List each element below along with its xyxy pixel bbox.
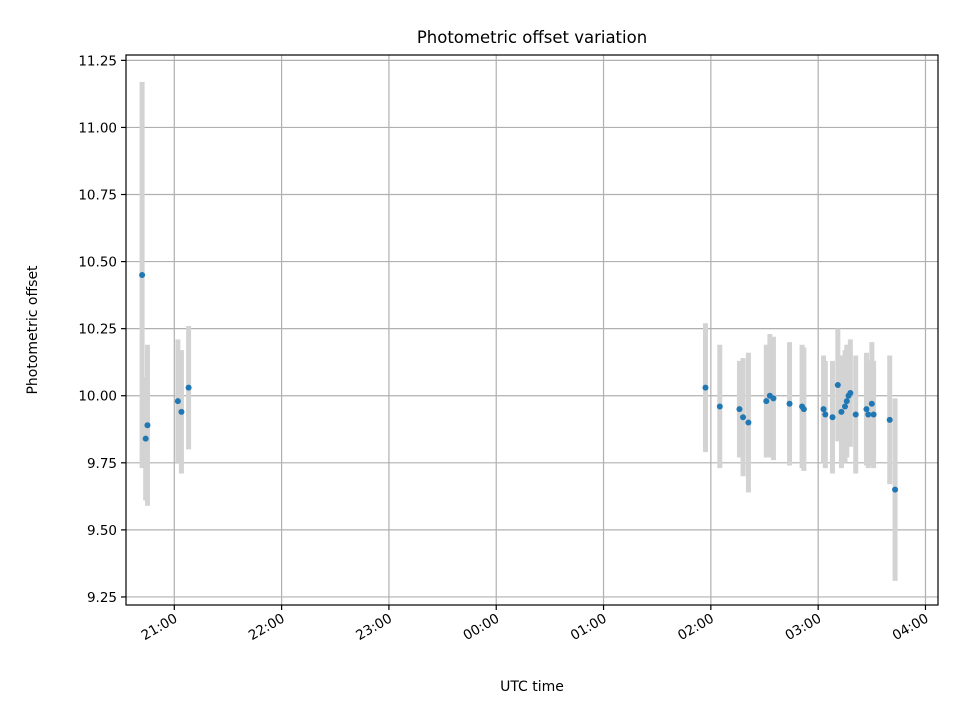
data-point: [822, 411, 829, 418]
data-point: [139, 272, 146, 278]
y-axis-ticks: 9.25 9.50 9.75 10.00 10.25 10.50 10.75 11.00 11.…: [78, 53, 126, 606]
data-point: [843, 398, 850, 405]
grid: [126, 55, 938, 605]
data-point: [702, 384, 709, 391]
data-point: [763, 398, 770, 405]
axes: [125, 54, 939, 606]
data-point: [800, 406, 807, 413]
data-point: [142, 435, 149, 442]
y-tick-label: 9.25: [87, 590, 117, 606]
y-tick-label: 10.25: [78, 322, 117, 338]
data-point: [847, 390, 854, 397]
y-tick-label: 10.50: [78, 255, 117, 271]
data-point: [834, 382, 841, 388]
data-point: [868, 400, 875, 407]
data-point: [870, 411, 877, 418]
data-point: [852, 411, 859, 418]
y-tick-label: 11.00: [78, 120, 117, 136]
y-tick-label: 9.50: [87, 523, 117, 539]
data-point: [745, 419, 752, 426]
y-tick-label: 10.00: [78, 389, 117, 405]
data-point: [144, 422, 151, 429]
data-point: [786, 400, 793, 407]
data-point: [829, 414, 836, 421]
data-point: [820, 406, 827, 413]
data-point: [892, 486, 899, 493]
data-point: [178, 408, 185, 415]
data-point: [740, 414, 747, 421]
data-point: [865, 411, 872, 418]
data-point: [736, 406, 743, 413]
plot-frame: [125, 54, 939, 606]
data-point: [838, 408, 845, 415]
chart-title: Photometric offset variation: [417, 28, 647, 47]
data-point: [841, 403, 848, 410]
data-point: [886, 416, 893, 423]
data-point: [716, 403, 723, 410]
data-points: [139, 272, 899, 493]
data-point: [770, 395, 777, 402]
x-axis-label: UTC time: [500, 679, 564, 695]
y-tick-label: 9.75: [87, 456, 117, 472]
y-tick-label: 10.75: [78, 188, 117, 204]
y-tick-label: 11.25: [78, 53, 117, 69]
data-point: [174, 398, 181, 405]
data-point: [185, 384, 192, 391]
y-axis-label: Photometric offset: [25, 265, 41, 395]
data-point: [863, 406, 870, 413]
